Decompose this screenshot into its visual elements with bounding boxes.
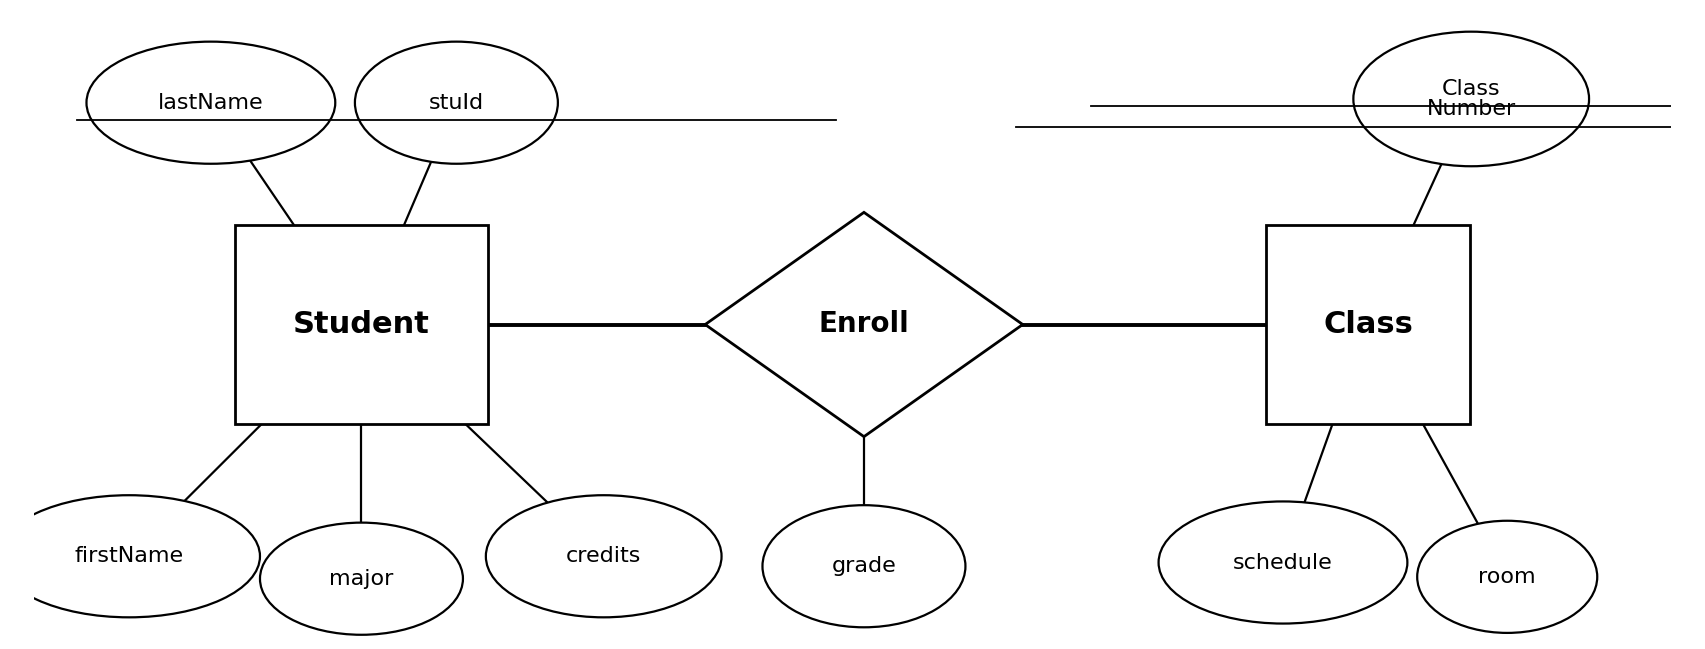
- Text: room: room: [1478, 567, 1536, 587]
- Text: stuId: stuId: [430, 93, 484, 113]
- Text: Class: Class: [1323, 310, 1413, 339]
- Text: Student: Student: [293, 310, 430, 339]
- Text: Number: Number: [1427, 99, 1516, 119]
- Text: schedule: schedule: [1233, 552, 1333, 572]
- Text: Enroll: Enroll: [818, 310, 909, 339]
- Ellipse shape: [87, 42, 336, 164]
- Ellipse shape: [0, 495, 259, 617]
- Bar: [1265, 225, 1470, 424]
- Bar: [235, 225, 488, 424]
- Ellipse shape: [1354, 32, 1589, 166]
- Text: firstName: firstName: [75, 546, 184, 567]
- Ellipse shape: [355, 42, 558, 164]
- Ellipse shape: [1417, 520, 1598, 633]
- Text: grade: grade: [832, 556, 897, 576]
- Text: credits: credits: [566, 546, 641, 567]
- Text: lastName: lastName: [159, 93, 264, 113]
- Polygon shape: [706, 212, 1023, 437]
- Text: Class: Class: [1442, 79, 1500, 99]
- Text: major: major: [329, 569, 394, 589]
- Ellipse shape: [486, 495, 721, 617]
- Ellipse shape: [259, 522, 464, 635]
- Ellipse shape: [762, 505, 965, 628]
- Ellipse shape: [1159, 502, 1407, 624]
